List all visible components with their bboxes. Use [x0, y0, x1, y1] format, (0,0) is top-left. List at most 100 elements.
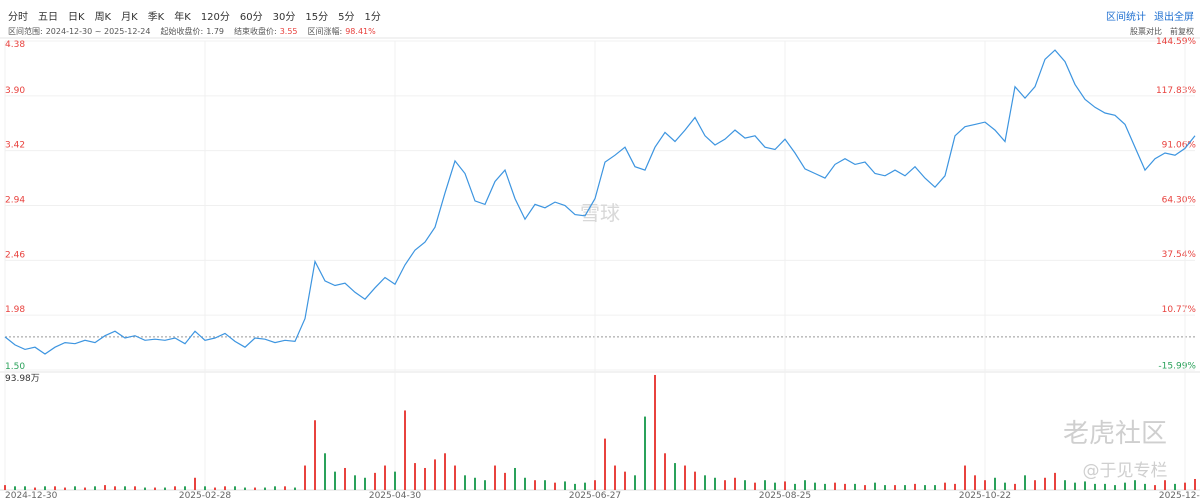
tab[interactable]: 月K — [121, 11, 138, 23]
volume-bar — [934, 485, 936, 490]
action[interactable]: 前复权 — [1170, 26, 1194, 36]
y-tick-label: 3.42 — [5, 141, 25, 151]
tab[interactable]: 五日 — [38, 11, 58, 23]
volume-bar — [1174, 483, 1176, 490]
volume-bar — [64, 487, 66, 490]
volume-bar — [124, 486, 126, 490]
range-label: 区间范围: — [8, 26, 43, 36]
volume-bar — [684, 465, 686, 490]
tab[interactable]: 30分 — [272, 11, 296, 23]
volume-bar — [774, 482, 776, 490]
volume-bar — [574, 483, 576, 490]
volume-bar — [644, 416, 646, 490]
volume-bar — [304, 465, 306, 490]
volume-bar — [154, 487, 156, 490]
volume-bar — [24, 486, 26, 490]
tab[interactable]: 15分 — [305, 11, 329, 23]
tabs: 分时 五日 日K 周K 月K 季K 年K 120分 60分 30分 15分 5分 1分 — [0, 8, 381, 23]
volume-bar — [74, 486, 76, 490]
volume-bar — [544, 480, 546, 490]
tab[interactable]: 年K — [174, 11, 191, 23]
tab[interactable]: 1分 — [364, 11, 381, 23]
actions: 区间统计 退出全屏 — [1106, 8, 1200, 23]
volume-bar — [184, 486, 186, 490]
action[interactable]: 退出全屏 — [1154, 11, 1194, 23]
volume-bar — [334, 471, 336, 490]
volume-bar — [704, 475, 706, 490]
volume-bar — [294, 487, 296, 490]
volume-bar — [94, 486, 96, 490]
pct-tick-label: 117.83% — [1156, 86, 1196, 96]
y-tick-label: 2.94 — [5, 196, 25, 206]
action[interactable]: 区间统计 — [1106, 11, 1146, 23]
y-tick-label: 2.46 — [5, 250, 25, 260]
tab[interactable]: 5分 — [338, 11, 355, 23]
range-items: 区间范围: 2024-12-30 ~ 2025-12-24 起始收盘价: 1.79 结束… — [0, 26, 376, 37]
volume-bar — [844, 483, 846, 490]
volume-bar — [834, 482, 836, 490]
volume-bar — [974, 475, 976, 490]
volume-bar — [1194, 478, 1196, 490]
pct-tick-label: 37.54% — [1162, 250, 1197, 260]
volume-bar — [554, 482, 556, 490]
volume-bar — [104, 485, 106, 490]
volume-bar — [794, 483, 796, 490]
volume-bar — [494, 465, 496, 490]
tab[interactable]: 分时 — [8, 11, 28, 23]
volume-bar — [1014, 483, 1016, 490]
volume-bar — [164, 487, 166, 490]
volume-bar — [1134, 480, 1136, 490]
action[interactable]: 股票对比 — [1130, 26, 1162, 36]
volume-bar — [1084, 481, 1086, 490]
volume-bar — [1104, 483, 1106, 490]
tab[interactable]: 120分 — [200, 11, 230, 23]
volume-bar — [194, 477, 196, 490]
volume-bar — [1004, 482, 1006, 490]
x-tick-label: 2025-02-28 — [179, 491, 232, 501]
volume-bar — [1184, 482, 1186, 490]
volume-bar — [724, 480, 726, 490]
tab[interactable]: 60分 — [239, 11, 263, 23]
volume-bar — [264, 487, 266, 490]
volume-bar — [234, 486, 236, 490]
volume-bar — [674, 463, 676, 490]
y-tick-label: 3.90 — [5, 86, 25, 96]
tab[interactable]: 周K — [94, 11, 112, 23]
volume-bar — [204, 486, 206, 490]
range-actions: 股票对比 前复权 — [1130, 26, 1200, 37]
volume-bar — [254, 487, 256, 490]
range-bar: 区间范围: 2024-12-30 ~ 2025-12-24 起始收盘价: 1.79 结束… — [0, 25, 1200, 37]
x-tick-label: 2024-12-30 — [5, 491, 58, 501]
range-item: 区间涨幅: 98.41% — [308, 26, 376, 37]
volume-bar — [134, 486, 136, 490]
volume-bar — [324, 453, 326, 490]
volume-bar — [1154, 485, 1156, 490]
toolbar: 分时 五日 日K 周K 月K 季K 年K 120分 60分 30分 15分 5分 1分 区间统计 退出全屏 — [0, 6, 1200, 24]
volume-bar — [424, 467, 426, 490]
volume-bar — [634, 475, 636, 490]
volume-bar — [964, 465, 966, 490]
volume-bar — [284, 486, 286, 490]
range-item: 区间范围: 2024-12-30 ~ 2025-12-24 — [8, 26, 150, 37]
volume-bar — [414, 463, 416, 490]
volume-bar — [1144, 483, 1146, 490]
tab[interactable]: 季K — [147, 11, 165, 23]
volume-bar — [214, 487, 216, 490]
volume-bar — [994, 477, 996, 490]
tab[interactable]: 日K — [68, 11, 85, 23]
y-tick-label: 1.50 — [5, 362, 25, 372]
volume-bar — [584, 482, 586, 490]
volume-bar — [664, 453, 666, 490]
volume-bar — [144, 487, 146, 490]
volume-bar — [244, 487, 246, 490]
volume-bar — [884, 485, 886, 490]
volume-bar — [924, 485, 926, 490]
volume-bar — [54, 486, 56, 490]
range-value: 3.55 — [279, 26, 298, 36]
volume-bar — [84, 487, 86, 490]
price-line — [4, 49, 1196, 355]
volume-bar — [1074, 482, 1076, 490]
x-tick-label: 2025-08-25 — [759, 491, 811, 501]
volume-bar — [654, 374, 656, 490]
volume-bar — [454, 465, 456, 490]
